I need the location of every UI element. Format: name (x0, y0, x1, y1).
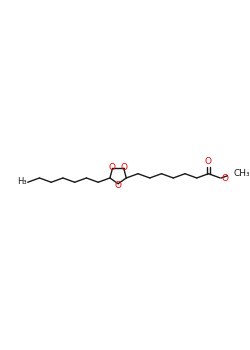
Text: O: O (205, 157, 212, 166)
Text: O: O (221, 174, 228, 183)
Text: O: O (108, 163, 116, 172)
Text: O: O (121, 163, 128, 172)
Text: CH₃: CH₃ (234, 169, 250, 178)
Text: O: O (114, 181, 121, 190)
Text: H₃: H₃ (17, 177, 26, 187)
